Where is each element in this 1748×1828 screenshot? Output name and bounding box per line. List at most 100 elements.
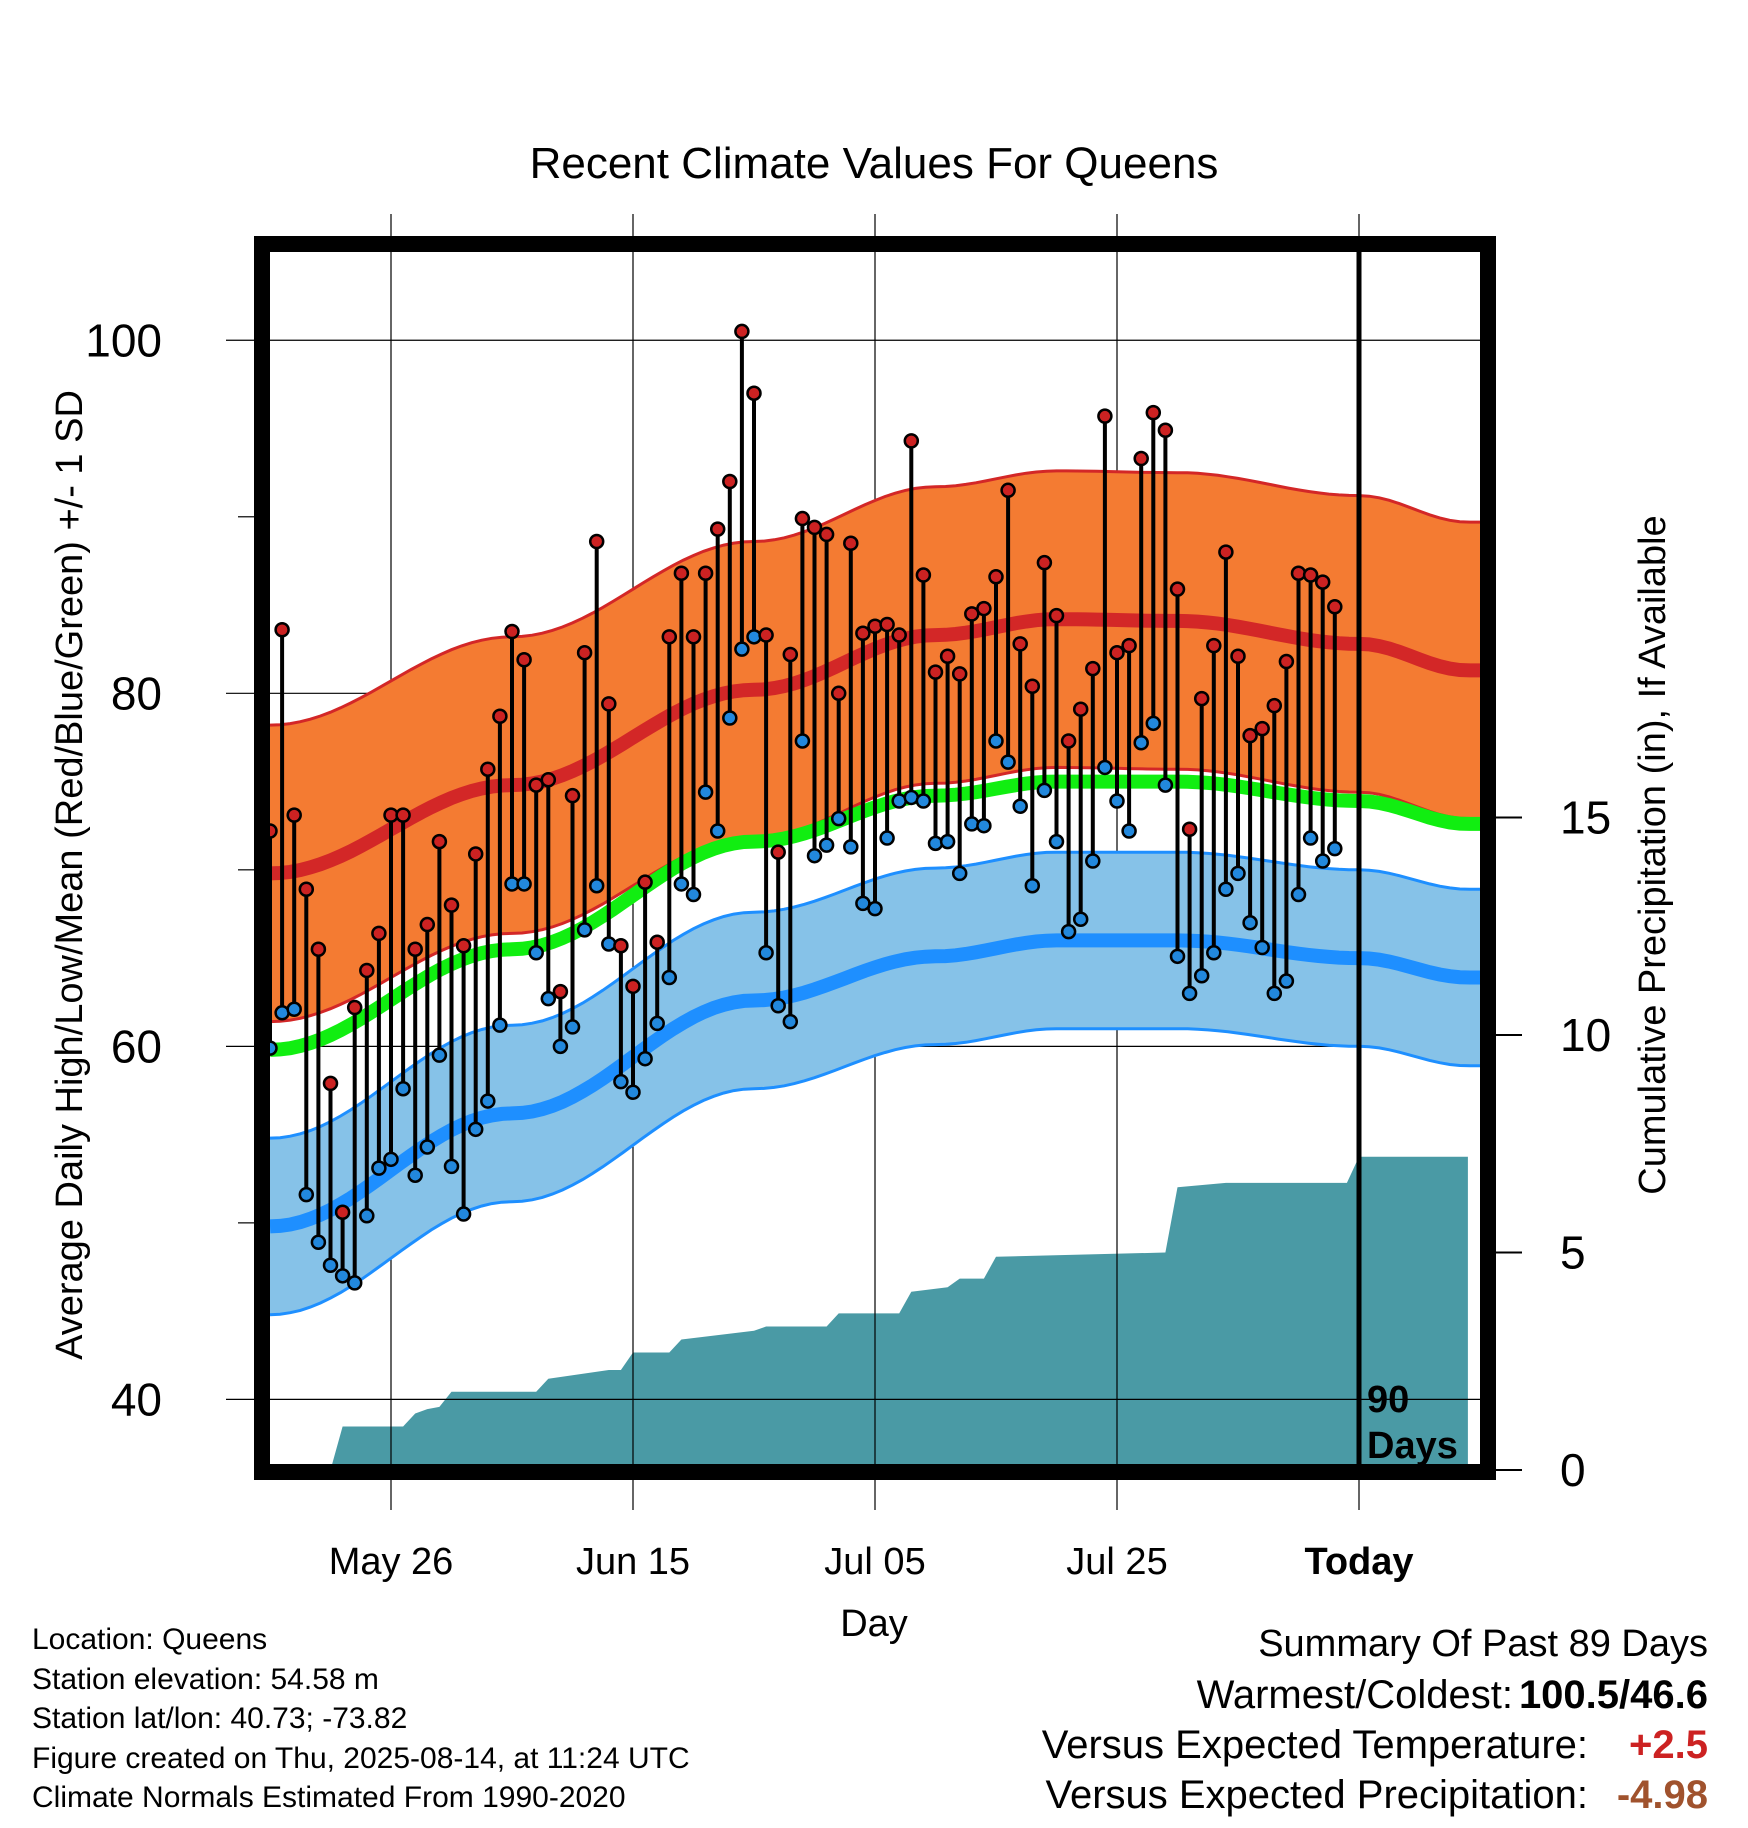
low-point	[758, 945, 774, 961]
low-point	[746, 629, 762, 645]
high-point	[1121, 637, 1137, 654]
high-point	[504, 623, 520, 640]
low-point	[1278, 973, 1295, 989]
high-point	[1206, 637, 1222, 654]
low-point	[298, 1186, 315, 1203]
low-point	[286, 1001, 302, 1018]
high-point	[613, 937, 629, 954]
high-point	[1024, 678, 1041, 694]
y-tick-label: 40	[111, 1373, 162, 1425]
low-point	[1169, 948, 1186, 965]
low-point	[540, 990, 557, 1007]
low-point	[480, 1093, 496, 1109]
high-point	[1145, 404, 1162, 421]
low-point	[673, 876, 690, 892]
temp-label: Versus Expected Temperature:	[1041, 1723, 1588, 1767]
temp-row: Versus Expected Temperature: +2.5	[1042, 1720, 1708, 1770]
high-point	[395, 807, 411, 823]
high-point	[1218, 544, 1234, 560]
low-point	[939, 833, 956, 850]
high-point	[1242, 727, 1258, 744]
low-point	[455, 1206, 472, 1222]
location-text: Location: Queens	[32, 1623, 268, 1656]
high-point	[1012, 636, 1028, 652]
high-point	[1085, 660, 1101, 677]
y2-tick-label: 10	[1560, 1009, 1611, 1061]
low-point	[927, 835, 944, 852]
low-point	[395, 1080, 411, 1097]
low-point	[1072, 911, 1089, 928]
low-point	[1254, 939, 1270, 956]
low-point	[431, 1047, 448, 1063]
x-tick-label: Today	[1304, 1541, 1413, 1583]
high-point	[1060, 733, 1077, 749]
normal-low-line	[269, 933, 1480, 1234]
low-point	[576, 922, 593, 938]
low-point	[467, 1121, 484, 1138]
low-point	[843, 839, 859, 855]
precip-label: Versus Expected Precipitation:	[1045, 1773, 1588, 1817]
high-point	[480, 761, 496, 777]
high-point	[359, 962, 375, 979]
high-point	[588, 533, 605, 550]
high-point	[1036, 554, 1053, 571]
station-info: Location: Queens Station elevation: 54.5…	[32, 1620, 690, 1818]
high-point	[1230, 648, 1246, 664]
high-point	[552, 983, 569, 1000]
y2-tick-label: 5	[1560, 1227, 1586, 1279]
low-point	[1266, 985, 1283, 1002]
chart-title: Recent Climate Values For Queens	[530, 139, 1219, 188]
high-point	[286, 807, 302, 823]
warm-cold-label: Warmest/Coldest:	[1196, 1673, 1513, 1717]
high-point	[346, 999, 363, 1016]
high-point	[1266, 697, 1283, 714]
high-point	[455, 937, 472, 954]
high-point	[274, 622, 290, 638]
low-point	[1193, 967, 1210, 984]
low-point	[407, 1167, 423, 1183]
high-point	[1072, 701, 1089, 717]
precipitation-fill	[270, 1156, 1468, 1470]
low-point	[383, 1151, 399, 1168]
low-point	[625, 1084, 641, 1100]
low-point	[1145, 715, 1162, 732]
low-point	[419, 1139, 436, 1155]
high-point	[564, 787, 581, 804]
high-point	[1254, 720, 1270, 737]
high-point	[879, 616, 895, 633]
high-point	[867, 618, 883, 634]
low-point	[1109, 793, 1125, 809]
low-point	[528, 945, 544, 961]
low-point	[334, 1268, 351, 1284]
low-point	[1218, 881, 1234, 897]
high-point	[310, 941, 327, 958]
high-point	[661, 629, 678, 645]
warm-cold-value: 100.5/46.6	[1518, 1673, 1708, 1717]
high-point	[746, 385, 762, 401]
low-point	[709, 823, 726, 839]
high-point	[1290, 565, 1307, 582]
high-point	[758, 627, 774, 643]
precip-row: Versus Expected Precipitation: -4.98	[1042, 1770, 1708, 1820]
high-point	[722, 473, 738, 490]
high-point	[407, 941, 423, 958]
high-sd-upper	[269, 469, 1480, 727]
low-point	[964, 816, 980, 832]
high-point	[891, 627, 907, 643]
high-point	[1278, 653, 1295, 670]
precip-value: -4.98	[1616, 1773, 1708, 1817]
high-point	[782, 646, 799, 663]
high-point	[1181, 821, 1198, 837]
low-point	[1012, 798, 1028, 815]
low-point	[1157, 777, 1174, 793]
elevation-text: Station elevation: 54.58 m	[32, 1662, 379, 1696]
low-point	[1302, 830, 1319, 846]
high-point	[1327, 599, 1343, 615]
high-point	[1314, 574, 1331, 590]
low-point	[1327, 840, 1343, 857]
low-point	[1024, 877, 1041, 894]
y2-tick-label: 0	[1560, 1444, 1586, 1496]
low-sd-band	[270, 852, 1480, 1315]
low-point	[830, 810, 847, 827]
summary-panel: Summary Of Past 89 Days Warmest/Coldest:…	[1042, 1618, 1708, 1820]
